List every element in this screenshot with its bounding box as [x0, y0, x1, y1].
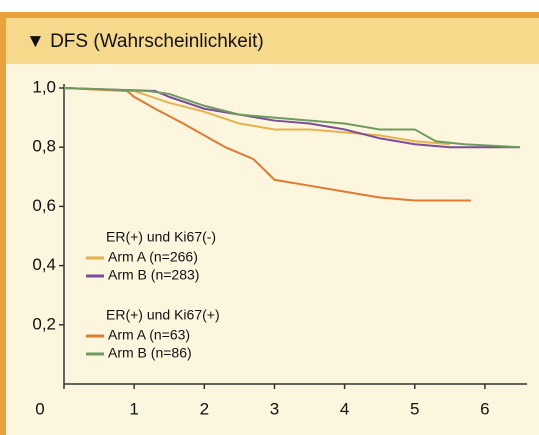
- x-tick-label: 6: [480, 399, 489, 418]
- x-tick-label: 0: [35, 399, 44, 418]
- y-tick-label: 0,8: [32, 137, 56, 156]
- legend-label: Arm A (n=63): [108, 327, 190, 343]
- legend-label: Arm B (n=86): [108, 345, 192, 361]
- legend-label: Arm B (n=283): [108, 267, 199, 283]
- y-tick-label: 1,0: [32, 77, 56, 96]
- survival-curve: [63, 87, 450, 146]
- legend-label: Arm A (n=266): [108, 249, 198, 265]
- y-tick-label: 0,4: [32, 255, 56, 274]
- y-tick-label: 0,2: [32, 314, 56, 333]
- x-tick-label: 5: [410, 399, 419, 418]
- survival-curve: [63, 87, 520, 149]
- survival-curve: [63, 87, 471, 202]
- y-tick-label: 0,6: [32, 196, 56, 215]
- x-tick-label: 4: [340, 399, 349, 418]
- x-tick-label: 2: [200, 399, 209, 418]
- top-margin: [0, 0, 539, 12]
- chart-title: ▼ DFS (Wahrscheinlichkeit): [26, 31, 264, 52]
- top-border: [0, 12, 539, 18]
- left-border: [0, 12, 6, 435]
- x-tick-label: 1: [129, 399, 138, 418]
- survival-curve: [63, 87, 521, 149]
- x-tick-label: 3: [270, 399, 279, 418]
- header-band: [0, 18, 539, 64]
- legend-group-title: ER(+) und Ki67(+): [106, 307, 220, 323]
- legend-group-title: ER(+) und Ki67(-): [106, 229, 216, 245]
